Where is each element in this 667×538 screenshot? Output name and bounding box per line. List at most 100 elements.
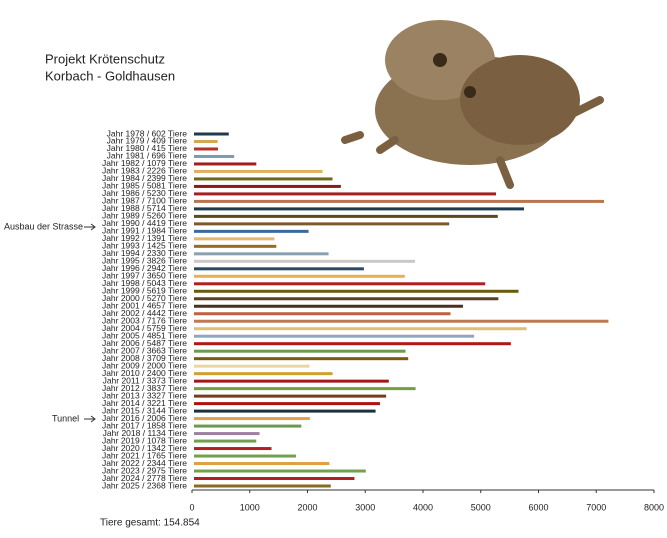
y-tick-label: Jahr 1980 / 415 Tiere <box>107 143 188 153</box>
y-tick-label: Jahr 2006 / 5487 Tiere <box>102 338 187 348</box>
bar <box>194 237 275 241</box>
y-tick-label: Jahr 1996 / 2942 Tiere <box>102 263 187 273</box>
y-tick-label: Jahr 2013 / 3327 Tiere <box>102 390 187 400</box>
y-tick-label: Jahr 1999 / 5619 Tiere <box>102 286 187 296</box>
y-tick-label: Jahr 1995 / 3826 Tiere <box>102 256 187 266</box>
x-tick-label: 4000 <box>413 502 433 512</box>
y-tick-label: Jahr 2003 / 7176 Tiere <box>102 315 187 325</box>
bar <box>194 312 451 316</box>
y-tick-label: Jahr 2012 / 3837 Tiere <box>102 383 187 393</box>
y-tick-label: Jahr 1982 / 1079 Tiere <box>102 158 187 168</box>
bar <box>194 484 331 488</box>
x-tick-label: 2000 <box>297 502 317 512</box>
y-tick-label: Jahr 1998 / 5043 Tiere <box>102 278 187 288</box>
bar <box>194 447 272 451</box>
bar <box>194 394 387 398</box>
bar <box>194 162 257 166</box>
y-tick-label: Jahr 2004 / 5759 Tiere <box>102 323 187 333</box>
y-tick-label: Jahr 1990 / 4419 Tiere <box>102 218 187 228</box>
y-tick-label: Jahr 1994 / 2330 Tiere <box>102 248 187 258</box>
bar <box>194 417 310 421</box>
y-tick-label: Jahr 2022 / 2344 Tiere <box>102 458 187 468</box>
y-tick-label: Jahr 1997 / 3650 Tiere <box>102 271 187 281</box>
x-tick-label: 5000 <box>471 502 491 512</box>
y-tick-label: Jahr 1981 / 696 Tiere <box>107 151 188 161</box>
bar <box>194 342 511 346</box>
y-tick-label: Jahr 1988 / 5714 Tiere <box>102 203 187 213</box>
bar <box>194 139 218 143</box>
y-tick-label: Jahr 1984 / 2399 Tiere <box>102 173 187 183</box>
bar <box>194 319 609 323</box>
bar <box>194 252 329 256</box>
y-tick-label: Jahr 2021 / 1765 Tiere <box>102 450 187 460</box>
bar <box>194 244 277 248</box>
y-tick-label: Jahr 1978 / 602 Tiere <box>107 128 188 138</box>
toad-illustration <box>341 20 604 189</box>
bar <box>194 177 333 181</box>
bar <box>194 349 406 353</box>
bar <box>194 477 355 481</box>
annotation-arrow <box>84 415 96 423</box>
y-tick-label: Jahr 2017 / 1858 Tiere <box>102 420 187 430</box>
x-tick-label: 3000 <box>355 502 375 512</box>
x-tick-label: 1000 <box>240 502 260 512</box>
x-tick-label: 8000 <box>644 502 664 512</box>
bar <box>194 214 498 218</box>
bar <box>194 364 310 368</box>
chart-title: Projekt Krötenschutz <box>45 51 165 66</box>
y-tick-label: Jahr 2000 / 5270 Tiere <box>102 293 187 303</box>
y-tick-label: Jahr 2009 / 2000 Tiere <box>102 360 187 370</box>
bar <box>194 297 499 301</box>
footer: Tiere gesamt: 154.854 <box>100 518 200 529</box>
bar <box>194 199 605 203</box>
bar <box>194 169 323 173</box>
y-tick-label: Jahr 1992 / 1391 Tiere <box>102 233 187 243</box>
bar <box>194 387 416 391</box>
y-tick-label: Jahr 1991 / 1984 Tiere <box>102 226 187 236</box>
y-tick-label: Jahr 2008 / 3709 Tiere <box>102 353 187 363</box>
y-tick-label: Jahr 2007 / 3663 Tiere <box>102 345 187 355</box>
bar <box>194 304 463 308</box>
y-tick-label: Jahr 2024 / 2778 Tiere <box>102 473 187 483</box>
y-tick-label: Jahr 2011 / 3373 Tiere <box>103 375 188 385</box>
y-tick-label: Jahr 2015 / 3144 Tiere <box>102 405 187 415</box>
y-tick-label: Jahr 1993 / 1425 Tiere <box>102 241 187 251</box>
y-tick-label: Jahr 2002 / 4442 Tiere <box>102 308 187 318</box>
bar <box>194 154 235 158</box>
x-tick-label: 7000 <box>586 502 606 512</box>
annotation-arrow <box>84 223 96 231</box>
y-tick-label: Jahr 2025 / 2368 Tiere <box>102 480 187 490</box>
bar <box>194 432 260 436</box>
y-tick-label: Jahr 2005 / 4851 Tiere <box>102 330 187 340</box>
y-tick-label: Jahr 1985 / 5081 Tiere <box>102 181 187 191</box>
bar <box>194 274 405 278</box>
bar <box>194 289 519 293</box>
bar <box>194 454 296 458</box>
bar <box>194 282 486 286</box>
y-tick-label: Jahr 1989 / 5260 Tiere <box>102 211 187 221</box>
bar <box>194 207 524 211</box>
bar <box>194 372 333 376</box>
y-tick-label: Jahr 2020 / 1342 Tiere <box>102 443 187 453</box>
y-tick-label: Jahr 2014 / 3221 Tiere <box>102 398 187 408</box>
y-tick-label: Jahr 2010 / 2400 Tiere <box>102 368 187 378</box>
y-tick-label: Jahr 2019 / 1078 Tiere <box>102 435 187 445</box>
bar <box>194 222 450 226</box>
bar <box>194 409 376 413</box>
y-tick-label: Jahr 2016 / 2006 Tiere <box>102 413 187 423</box>
y-tick-label: Jahr 1987 / 7100 Tiere <box>102 196 187 206</box>
bar <box>194 184 341 188</box>
y-tick-label: Jahr 2023 / 2975 Tiere <box>102 465 187 475</box>
bar <box>194 379 389 383</box>
bar <box>194 132 229 136</box>
bar <box>194 192 497 196</box>
annotation: Tunnel <box>52 413 79 423</box>
bar <box>194 334 475 338</box>
bar <box>194 402 381 406</box>
x-tick-label: 6000 <box>528 502 548 512</box>
y-tick-label: Jahr 2018 / 1134 Tiere <box>103 428 188 438</box>
bar <box>194 424 302 428</box>
x-tick-label: 0 <box>189 502 194 512</box>
bar <box>194 439 257 443</box>
